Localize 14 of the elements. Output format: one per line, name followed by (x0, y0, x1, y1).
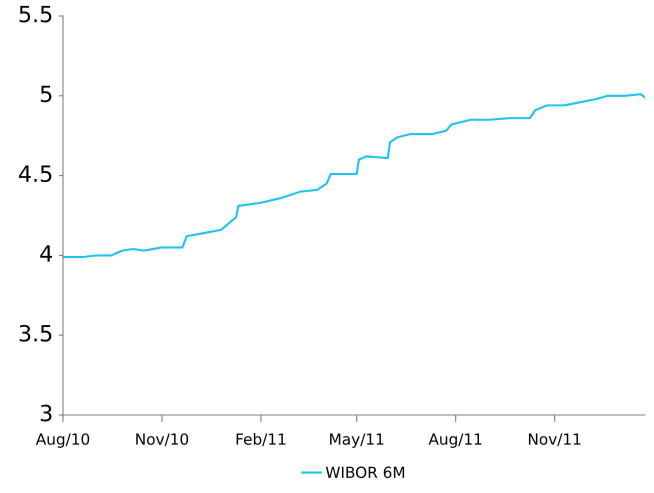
x-tick-label: Aug/11 (428, 434, 482, 448)
y-tick-label: 5.5 (20, 6, 52, 22)
x-tick-label: Feb/11 (236, 433, 286, 446)
y-tick-label: 4.5 (19, 166, 52, 182)
x-tick-label: Aug/10 (36, 433, 90, 448)
x-tick-label: May/11 (330, 434, 384, 448)
y-tick-label: 3.5 (20, 324, 52, 342)
x-tick-label: Nov/10 (136, 433, 188, 446)
y-tick-label: 5 (40, 86, 52, 102)
y-tick-label: 4 (40, 245, 52, 262)
legend-label: WIBOR 6M (326, 466, 404, 478)
y-tick-label: 3 (40, 404, 52, 422)
line-series (63, 93, 645, 258)
x-tick-label: Nov/11 (528, 434, 580, 446)
